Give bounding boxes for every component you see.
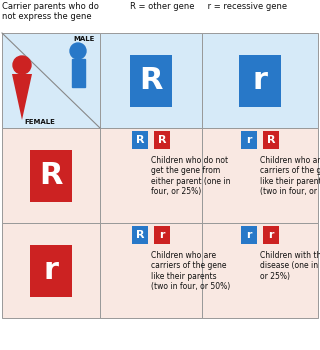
Bar: [202, 223, 318, 318]
Bar: [241, 131, 257, 149]
Text: Children with the
disease (one in four,
or 25%): Children with the disease (one in four, …: [260, 251, 320, 281]
Text: r: r: [44, 256, 59, 285]
Bar: [202, 128, 318, 223]
Circle shape: [13, 56, 31, 74]
Text: Children who do not
get the gene from
either parent (one in
four, or 25%): Children who do not get the gene from ei…: [151, 156, 230, 196]
Bar: [100, 33, 202, 128]
Text: R: R: [136, 230, 144, 240]
Bar: [239, 55, 281, 106]
Text: R: R: [158, 135, 166, 145]
Circle shape: [70, 43, 86, 59]
Text: R: R: [39, 161, 63, 190]
Bar: [100, 223, 202, 318]
Text: MALE: MALE: [74, 36, 95, 42]
Text: r: r: [159, 230, 165, 240]
Bar: [202, 33, 318, 128]
Text: R: R: [139, 66, 163, 95]
Bar: [132, 226, 148, 244]
Bar: [2, 33, 100, 128]
Text: Carrier parents who do
not express the gene: Carrier parents who do not express the g…: [2, 2, 99, 21]
Bar: [2, 128, 100, 223]
Text: FEMALE: FEMALE: [24, 119, 55, 125]
Text: R: R: [136, 135, 144, 145]
Bar: [30, 149, 72, 202]
Text: r: r: [268, 230, 274, 240]
Text: Children who are
carriers of the gene
like their parents
(two in four, or 50%): Children who are carriers of the gene li…: [151, 251, 230, 291]
Bar: [263, 131, 279, 149]
Bar: [263, 226, 279, 244]
Bar: [241, 226, 257, 244]
Text: r: r: [246, 230, 252, 240]
Bar: [100, 128, 202, 223]
Bar: [30, 245, 72, 296]
Text: R = other gene     r = recessive gene: R = other gene r = recessive gene: [130, 2, 287, 11]
Polygon shape: [12, 74, 32, 120]
Text: R: R: [267, 135, 275, 145]
Text: r: r: [252, 66, 268, 95]
Text: r: r: [246, 135, 252, 145]
Bar: [132, 131, 148, 149]
Bar: [154, 226, 170, 244]
Bar: [71, 59, 84, 87]
Text: Children who are
carriers of the gene
like their parents
(two in four, or 50%): Children who are carriers of the gene li…: [260, 156, 320, 196]
Bar: [130, 55, 172, 106]
Bar: [154, 131, 170, 149]
Bar: [2, 223, 100, 318]
